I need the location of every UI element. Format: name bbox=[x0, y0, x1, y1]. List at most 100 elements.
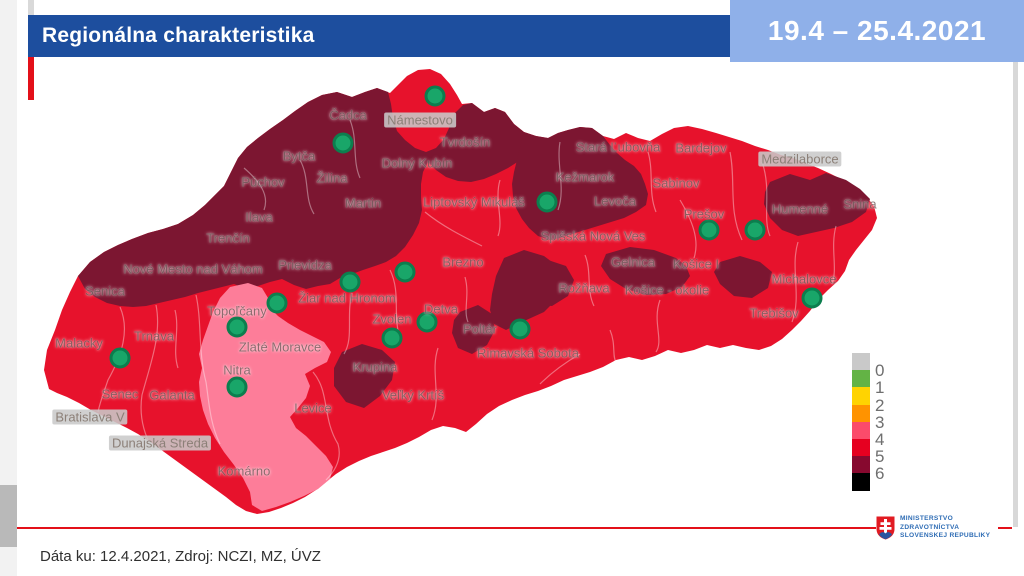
district-label: Gelnica bbox=[610, 254, 656, 270]
left-margin-block bbox=[0, 485, 17, 547]
legend-value-label: 0 bbox=[875, 361, 885, 381]
district-label: Žilina bbox=[316, 170, 348, 186]
footer-divider-line bbox=[17, 527, 1012, 529]
district-label: Spišská Nová Ves bbox=[540, 228, 646, 244]
district-borders bbox=[97, 119, 837, 481]
date-range-badge: 19.4 – 25.4.2021 bbox=[730, 0, 1024, 62]
district-label: Bratislava V bbox=[52, 409, 128, 425]
ministry-logo-text: MINISTERSTVO ZDRAVOTNÍCTVA SLOVENSKEJ RE… bbox=[900, 515, 990, 541]
district-label: Nové Mesto nad Váhom bbox=[123, 261, 263, 277]
page-title: Regionálna charakteristika bbox=[28, 15, 730, 57]
district-label: Topoľčany bbox=[207, 303, 267, 319]
district-label: Rožňava bbox=[558, 280, 610, 296]
marker-dot bbox=[744, 219, 766, 241]
district-label: Krupina bbox=[352, 359, 398, 375]
district-label: Liptovský Mikuláš bbox=[423, 194, 525, 210]
district-label: Púchov bbox=[241, 174, 285, 190]
district-label: Košice I bbox=[672, 256, 720, 272]
right-edge-strip bbox=[1013, 62, 1018, 527]
district-label: Brezno bbox=[442, 254, 484, 270]
district-label: Medzilaborce bbox=[758, 151, 842, 167]
legend-swatch bbox=[852, 370, 870, 389]
left-margin-strip bbox=[0, 0, 17, 576]
marker-dot bbox=[266, 292, 288, 314]
district-label: Trebišov bbox=[749, 305, 799, 321]
district-label: Poltár bbox=[463, 321, 497, 337]
marker-dot bbox=[536, 191, 558, 213]
district-label: Dolný Kubín bbox=[381, 155, 453, 171]
district-label: Zvolen bbox=[372, 311, 412, 327]
district-label: Trenčín bbox=[206, 230, 250, 246]
marker-dot bbox=[381, 327, 403, 349]
district-label: Martin bbox=[344, 195, 382, 211]
marker-dot bbox=[226, 376, 248, 398]
marker-dot bbox=[109, 347, 131, 369]
legend-value-label: 6 bbox=[875, 464, 885, 484]
ministry-logo: MINISTERSTVO ZDRAVOTNÍCTVA SLOVENSKEJ RE… bbox=[876, 508, 998, 548]
maroon-districts bbox=[78, 88, 870, 408]
district-label: Humenné bbox=[771, 201, 829, 217]
district-label: Michalovce bbox=[771, 271, 837, 287]
slovak-coat-of-arms-icon bbox=[876, 516, 895, 540]
marker-dot bbox=[226, 316, 248, 338]
logo-line-3: SLOVENSKEJ REPUBLIKY bbox=[900, 532, 991, 540]
district-label: Čadca bbox=[329, 107, 367, 123]
logo-line-2: ZDRAVOTNÍCTVA bbox=[900, 523, 960, 531]
district-label: Komárno bbox=[217, 463, 271, 479]
district-label: Veľký Krtíš bbox=[381, 387, 445, 403]
legend-value-label: 3 bbox=[875, 412, 885, 432]
district-label: Žiar nad Hronom bbox=[298, 290, 396, 306]
district-label: Rimavská Sobota bbox=[477, 345, 579, 361]
district-label: Snina bbox=[843, 196, 877, 212]
district-label: Levice bbox=[294, 400, 332, 416]
marker-dot bbox=[698, 219, 720, 241]
district-label: Levoča bbox=[594, 193, 636, 209]
district-label: Malacky bbox=[55, 335, 103, 351]
logo-line-1: MINISTERSTVO bbox=[900, 515, 954, 523]
legend-swatch bbox=[852, 473, 870, 492]
slovakia-outline bbox=[44, 69, 877, 514]
district-label: Bardejov bbox=[675, 140, 727, 156]
legend-value-label: 5 bbox=[875, 447, 885, 467]
legend-swatch bbox=[852, 353, 870, 371]
district-label: Stará Ľubovňa bbox=[575, 139, 661, 155]
district-label: Trnava bbox=[134, 328, 174, 344]
district-label: Senica bbox=[85, 283, 125, 299]
district-label: Galanta bbox=[149, 387, 195, 403]
marker-dot bbox=[332, 132, 354, 154]
legend-swatch bbox=[852, 387, 870, 406]
legend-value-label: 4 bbox=[875, 430, 885, 449]
district-label: Dunajská Streda bbox=[108, 435, 212, 451]
marker-dot bbox=[394, 261, 416, 283]
district-label: Detva bbox=[424, 301, 458, 317]
legend-swatch bbox=[852, 439, 870, 457]
district-label: Kežmarok bbox=[555, 169, 615, 185]
district-label: Tvrdošín bbox=[439, 134, 491, 150]
district-label: Prievidza bbox=[278, 257, 332, 273]
district-label: Nitra bbox=[223, 362, 251, 378]
legend-swatch bbox=[852, 456, 870, 475]
district-label: Prešov bbox=[683, 206, 725, 222]
district-label: Zlaté Moravce bbox=[238, 339, 322, 355]
marker-dot bbox=[801, 287, 823, 309]
district-label: Sabinov bbox=[652, 175, 700, 191]
legend-swatch bbox=[852, 421, 870, 440]
title-gray-tick bbox=[28, 0, 34, 15]
marker-dot bbox=[424, 85, 446, 107]
legend-value-label: 2 bbox=[875, 395, 885, 415]
district-label: Senec bbox=[101, 386, 139, 402]
district-label: Bytča bbox=[282, 148, 316, 164]
district-label: Ilava bbox=[245, 209, 273, 225]
marker-dot bbox=[509, 318, 531, 340]
legend-value-label: 1 bbox=[875, 378, 885, 398]
district-label: Košice - okolie bbox=[624, 282, 710, 298]
marker-dot bbox=[416, 311, 438, 333]
data-source-note: Dáta ku: 12.4.2021, Zdroj: NCZI, MZ, ÚVZ bbox=[40, 548, 321, 565]
pink-districts bbox=[199, 283, 333, 511]
title-red-tick bbox=[28, 57, 34, 100]
marker-dot bbox=[339, 271, 361, 293]
